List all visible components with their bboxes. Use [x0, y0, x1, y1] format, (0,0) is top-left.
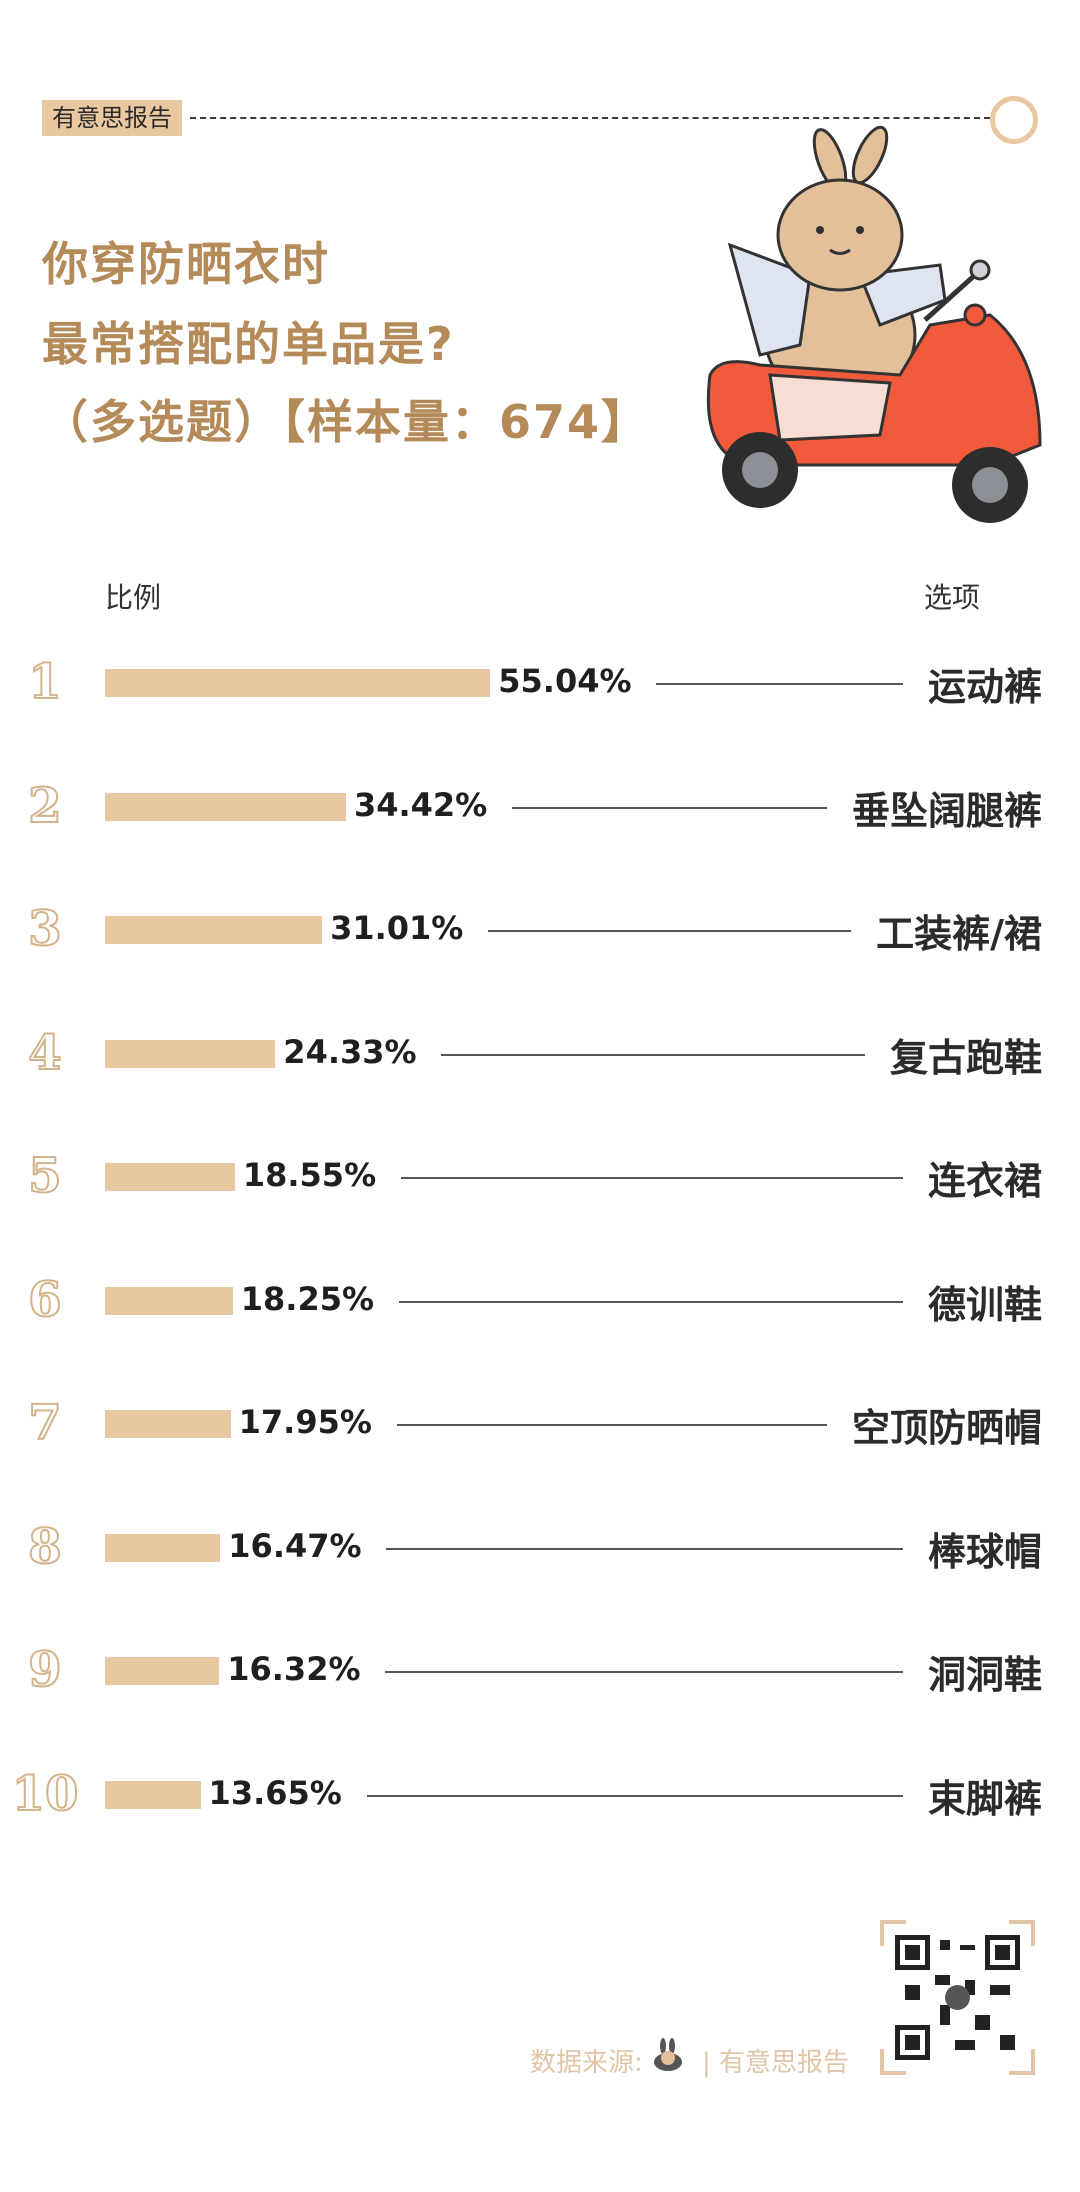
connector-line [656, 683, 903, 685]
connector-line [488, 930, 851, 932]
bar [105, 1410, 231, 1438]
footer-source-label: 数据来源: [530, 2048, 643, 2078]
bar [105, 916, 323, 944]
title-line-3: （多选题）【样本量：674】 [42, 395, 650, 449]
value-label: 55.04% [498, 662, 632, 700]
bar [105, 1534, 221, 1562]
footer-source-name: | 有意思报告 [702, 2048, 850, 2078]
rank-number: 6 [27, 1271, 62, 1329]
category-label: 垂坠阔腿裤 [851, 789, 1042, 833]
category-label: 空顶防晒帽 [851, 1406, 1042, 1450]
rank-number: 5 [27, 1147, 62, 1205]
qr-code[interactable] [880, 1920, 1035, 2075]
connector-line [386, 1548, 903, 1550]
title-line-2: 最常搭配的单品是? [42, 317, 455, 371]
rank-number: 3 [27, 900, 62, 958]
bar [105, 1781, 201, 1809]
rank-number: 1 [27, 653, 62, 711]
category-label: 洞洞鞋 [927, 1653, 1042, 1697]
qr-pattern-icon [895, 1935, 1020, 2060]
rank-number: 8 [27, 1518, 62, 1576]
connector-line [385, 1671, 903, 1673]
value-label: 17.95% [238, 1403, 372, 1441]
connector-line [397, 1424, 827, 1426]
value-label: 18.55% [242, 1156, 377, 1194]
connector-line [399, 1301, 903, 1303]
category-label: 工装裤/裙 [876, 912, 1042, 956]
category-label: 运动裤 [927, 665, 1042, 709]
rank-number: 10 [11, 1765, 80, 1823]
connector-line [367, 1795, 903, 1797]
category-label: 复古跑鞋 [889, 1036, 1042, 1080]
header-dashed-divider [190, 117, 990, 119]
category-label: 连衣裙 [927, 1159, 1042, 1203]
connector-line [441, 1054, 865, 1056]
bar [105, 1040, 276, 1068]
bar [105, 1163, 235, 1191]
bar [105, 669, 491, 697]
header-circle-ornament [990, 96, 1038, 144]
column-header-option: 选项 [923, 581, 980, 614]
bar-row: 3 31.01% 工装裤/裙 [0, 899, 1080, 959]
bar-row: 7 17.95% 空顶防晒帽 [0, 1393, 1080, 1453]
bar [105, 1287, 233, 1315]
rank-number: 7 [27, 1394, 62, 1452]
connector-line [401, 1177, 903, 1179]
value-label: 31.01% [330, 909, 464, 947]
bar [105, 1657, 220, 1685]
column-header-ratio: 比例 [105, 581, 162, 614]
value-label: 16.32% [227, 1650, 361, 1688]
bar-row: 1 55.04% 运动裤 [0, 652, 1080, 712]
bar-row: 6 18.25% 德训鞋 [0, 1270, 1080, 1330]
bar-row: 9 16.32% 洞洞鞋 [0, 1640, 1080, 1700]
value-label: 18.25% [240, 1280, 375, 1318]
value-label: 16.47% [228, 1527, 362, 1565]
value-label: 24.33% [283, 1033, 417, 1071]
bar-row: 2 34.42% 垂坠阔腿裤 [0, 776, 1080, 836]
category-label: 棒球帽 [927, 1530, 1042, 1574]
mascot-icon [654, 2038, 682, 2071]
brand-tag: 有意思报告 [42, 100, 182, 136]
bar-row: 8 16.47% 棒球帽 [0, 1517, 1080, 1577]
bar [105, 793, 346, 821]
value-label: 34.42% [353, 786, 488, 824]
title-line-1: 你穿防晒衣时 [42, 237, 330, 291]
rank-number: 9 [27, 1641, 62, 1699]
bar-row: 10 13.65% 束脚裤 [0, 1764, 1080, 1824]
value-label: 13.65% [208, 1774, 342, 1812]
rabbit-scooter-illustration [706, 125, 1042, 523]
rank-number: 2 [27, 777, 62, 835]
connector-line [512, 807, 827, 809]
category-label: 束脚裤 [927, 1777, 1042, 1821]
rank-number: 4 [27, 1024, 62, 1082]
category-label: 德训鞋 [927, 1283, 1042, 1327]
bar-row: 4 24.33% 复古跑鞋 [0, 1023, 1080, 1083]
bar-row: 5 18.55% 连衣裙 [0, 1146, 1080, 1206]
